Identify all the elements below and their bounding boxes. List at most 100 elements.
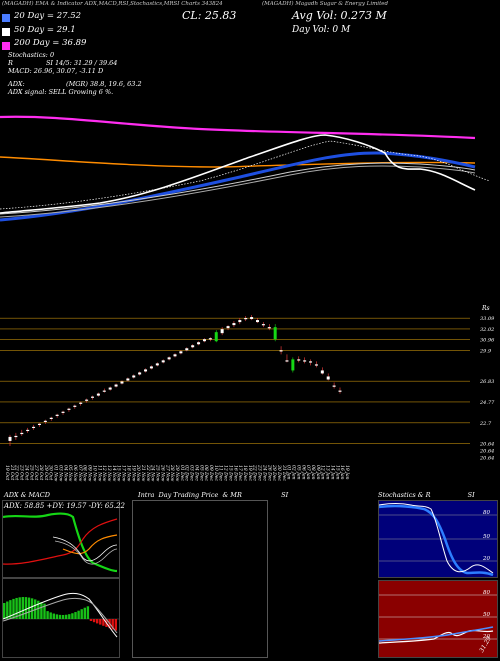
candle [250, 315, 254, 321]
candle [261, 322, 265, 328]
candle [191, 344, 195, 349]
candle [232, 321, 236, 328]
date-tick-label: 22 Dec [252, 464, 258, 481]
candle-body [320, 370, 324, 374]
date-tick-label: 16 Dec [232, 465, 238, 481]
adx-lines [3, 512, 118, 573]
candle-body [167, 357, 171, 360]
candle [37, 422, 41, 427]
candle [20, 429, 24, 436]
candle [91, 395, 94, 400]
macd-bar [9, 600, 12, 619]
macd-bar [21, 597, 24, 619]
date-tick-label: 19 Jan [344, 465, 350, 480]
ema-grey-line-2 [0, 162, 476, 215]
date-tick-label: 01 Nov [53, 465, 59, 482]
candle-body [244, 318, 248, 320]
date-tick-label: 01 Dec [179, 465, 185, 481]
candle [102, 388, 106, 393]
date-tick-label: 30 Oct [48, 465, 54, 480]
macd-bar [68, 614, 71, 619]
macd-bar [89, 619, 93, 621]
date-tick-label: 10 Nov [91, 465, 97, 482]
candle-body [85, 399, 89, 401]
macd-bar [114, 619, 117, 631]
adx-orange-line [62, 534, 118, 555]
price-tick-label: 24.77 [479, 400, 495, 406]
date-tick-label: 02 Dec [184, 465, 190, 481]
date-tick-label: 18 Dec [242, 465, 248, 481]
date-tick-label: 29 Dec [271, 464, 277, 481]
candle-body [20, 432, 24, 435]
macd-bar [74, 612, 77, 619]
candle-body [261, 324, 265, 326]
candle [291, 357, 295, 373]
candle-body [202, 339, 206, 342]
candle-body [161, 360, 165, 363]
candle-body [55, 414, 59, 416]
candle [138, 371, 142, 376]
candle-body [197, 342, 201, 345]
date-tick-label: 09 Jan [315, 465, 321, 480]
price-tick-label: 20.64 [479, 442, 494, 448]
candle [61, 410, 65, 415]
date-tick-label: 19 Dec [247, 465, 253, 481]
macd-bar [92, 619, 96, 623]
candle [267, 324, 271, 331]
date-tick-label: 17 Dec [237, 465, 243, 481]
candle [338, 387, 342, 394]
candle [114, 383, 118, 388]
price-tick-label: 20.64 [479, 449, 494, 455]
candle-body [120, 381, 124, 384]
ema200-label: 200 Day = 36.89 [14, 38, 87, 48]
candle [226, 325, 230, 331]
rsi-tick-20: 20 [483, 634, 490, 640]
date-tick-label: 09 Dec [208, 465, 214, 481]
date-tick-label: 27 Nov [164, 464, 170, 482]
macd-bar [83, 607, 86, 619]
rsi-tick-50: 50 [483, 612, 490, 618]
adx-signal: ADX signal: SELL Growing 6 %. [8, 88, 114, 96]
candle [161, 359, 165, 364]
candle [120, 380, 124, 385]
macd-bar [52, 613, 55, 619]
macd-bar [80, 609, 83, 619]
ema-overview-chart [0, 115, 491, 222]
date-tick-label: 25 Nov [155, 464, 161, 482]
adx-green-line [3, 512, 118, 573]
macd-bar [55, 614, 59, 619]
date-tick-label: 03 Nov [57, 465, 63, 482]
date-tick-label: 15 Jan [334, 465, 340, 480]
rsi-lines [378, 594, 497, 644]
price-dotted-line [0, 140, 491, 210]
date-tick-label: 25 Oct [28, 464, 34, 480]
candle [202, 338, 206, 343]
date-tick-label: 27 Oct [33, 464, 39, 480]
macd-bar [58, 614, 62, 619]
candle [208, 337, 212, 342]
candle [220, 327, 224, 336]
date-tick-label: 15 Nov [116, 465, 122, 482]
candle [167, 356, 171, 361]
macd-bar [12, 598, 15, 619]
candle-body [32, 426, 36, 429]
candle-body [332, 385, 336, 387]
candle [185, 347, 189, 352]
stoch-tick-50: 50 [483, 534, 490, 540]
candle-body [326, 376, 330, 380]
date-tick-label: 29 Nov [174, 464, 180, 482]
candle-body [297, 359, 301, 361]
candle [8, 434, 12, 446]
candle [320, 367, 324, 375]
adx-white-line-2 [54, 540, 118, 565]
date-tick-label: 21 Oct [9, 464, 15, 480]
intraday-title: Intra Day Trading Price & MR SI [138, 491, 289, 499]
macd-grey-line [2, 597, 118, 634]
candle [149, 365, 153, 370]
macd-bar [30, 598, 34, 619]
date-tick-label: 05 Nov [67, 465, 73, 482]
rsi-panel: 80 50 20 31.29 [378, 580, 498, 658]
date-tick-label: 22 Oct [14, 464, 20, 480]
date-tick-label: 12 Jan [320, 465, 326, 480]
stoch-white-line [378, 503, 494, 574]
